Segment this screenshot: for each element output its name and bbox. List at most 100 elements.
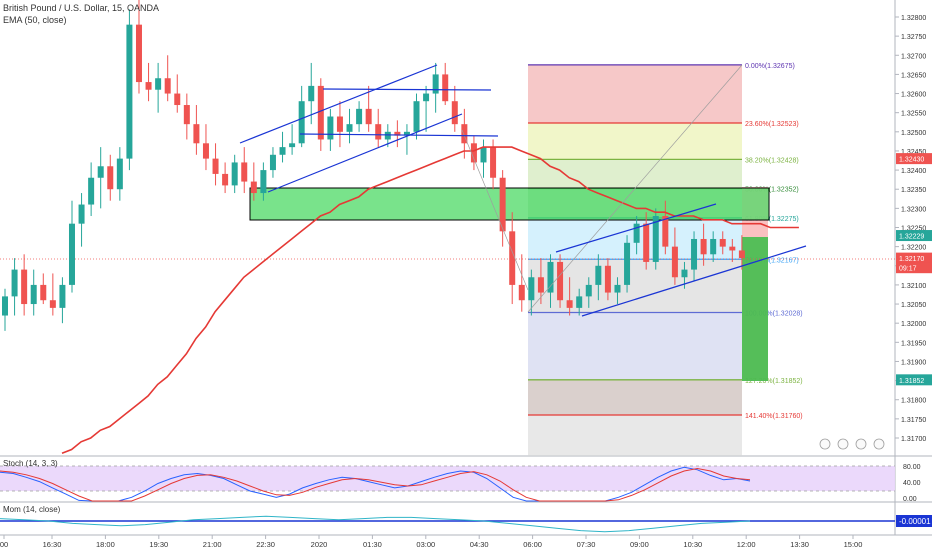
candle-body (336, 116, 343, 132)
price-badge-label: 1.32430 (899, 157, 924, 164)
trend-lines[interactable] (239, 64, 807, 317)
candle-body (116, 158, 123, 190)
candle-body (346, 124, 353, 132)
event-flags[interactable] (819, 438, 885, 450)
price-badge-label: 1.32170 (899, 256, 924, 263)
candle-body (738, 250, 745, 259)
candle-body (298, 101, 305, 144)
price-tick-label: 1.32050 (901, 302, 926, 309)
candle-body (88, 177, 95, 205)
price-tick-label: 1.32400 (901, 168, 926, 175)
momentum-line[interactable] (0, 515, 751, 533)
fib-level-label: 100.00%(1.32028) (745, 310, 803, 317)
candle-body (375, 124, 382, 140)
candlestick-series (2, 0, 745, 331)
candle-body (547, 261, 554, 293)
price-tick-label: 1.32500 (901, 130, 926, 137)
price-badge (896, 230, 932, 242)
stoch-legend[interactable]: Stoch (14, 3, 3) (3, 459, 58, 468)
candle-body (183, 105, 190, 125)
candle-body (107, 166, 114, 190)
fib-level-label: 38.20%(1.32428) (745, 157, 799, 164)
fib-level-label: 23.60%(1.32523) (745, 121, 799, 128)
fib-level-label: 78.60%(1.32167) (745, 257, 799, 264)
candle-body (78, 204, 85, 224)
ema-legend[interactable]: EMA (50, close) (3, 15, 67, 25)
price-badge (896, 252, 932, 264)
price-tick-label: 1.32600 (901, 92, 926, 99)
price-badge-label: 1.31852 (899, 378, 924, 385)
candle-body (518, 284, 525, 301)
time-tick-label: 06:00 (523, 540, 542, 549)
candle-body (164, 78, 171, 94)
trend-line-5[interactable] (555, 203, 717, 253)
price-tick-label: 1.32450 (901, 149, 926, 156)
candle-body (365, 108, 372, 125)
chart-title[interactable]: British Pound / U.S. Dollar, 15, OANDA (3, 3, 160, 13)
time-tick-label: 2020 (311, 540, 328, 549)
candle-body (729, 246, 736, 251)
event-flag-icon[interactable] (837, 438, 849, 450)
mom-value-label: -0.00001 (899, 517, 931, 526)
time-tick-label: 12:00 (737, 540, 756, 549)
event-flag-icon[interactable] (873, 438, 885, 450)
candle-body (126, 24, 133, 159)
fib-level-label: 61.80%(1.32275) (745, 216, 799, 223)
stoch-tick-label: 0.00 (903, 496, 917, 503)
price-badge (896, 262, 932, 274)
candle-body (30, 284, 37, 305)
candle-body (691, 238, 698, 270)
candle-body (576, 296, 583, 308)
time-tick-label: 09:00 (630, 540, 649, 549)
price-tick-label: 1.32350 (901, 187, 926, 194)
position-target-zone[interactable] (742, 237, 768, 381)
fib-diagonal-line[interactable] (527, 64, 743, 313)
price-axis[interactable]: 1.32800 1.32750 1.32700 1.32650 1.32600 1.325… (895, 15, 926, 443)
trend-line-2[interactable] (267, 113, 463, 193)
trend-line-3[interactable] (322, 88, 492, 91)
candle-body (222, 173, 229, 186)
price-tick-label: 1.32300 (901, 206, 926, 213)
time-axis[interactable]: 00 16:30 18:00 19:30 21:00 22:30 2020 01:30 03:0… (0, 535, 862, 549)
candle-body (384, 131, 391, 140)
candle-body (566, 300, 573, 308)
trend-line-1[interactable] (239, 64, 438, 144)
price-tick-label: 1.31900 (901, 359, 926, 366)
price-tick-label: 1.31700 (901, 436, 926, 443)
candle-body (480, 147, 487, 163)
trend-line-4[interactable] (299, 133, 499, 137)
price-tick-label: 1.31750 (901, 417, 926, 424)
time-tick-label: 01:30 (363, 540, 382, 549)
candle-body (595, 265, 602, 285)
fib-zone (528, 64, 742, 124)
candle-body (174, 93, 181, 106)
candle-body (260, 170, 267, 194)
price-tick-label: 1.32100 (901, 283, 926, 290)
stoch-d-line[interactable] (0, 467, 751, 502)
candle-body (490, 147, 497, 178)
stoch-k-line[interactable] (0, 466, 751, 502)
time-tick-label: 07:30 (577, 540, 596, 549)
candle-body (356, 108, 363, 125)
time-tick-label: 00 (0, 540, 8, 549)
mom-legend[interactable]: Mom (14, close) (3, 505, 61, 514)
candle-body (719, 238, 726, 247)
time-tick-label: 16:30 (43, 540, 62, 549)
event-flag-icon[interactable] (819, 438, 831, 450)
stoch-axis: 80.00 40.00 0.00 (903, 464, 921, 503)
price-badge-label: 1.32229 (899, 234, 924, 241)
price-tick-label: 1.31950 (901, 340, 926, 347)
candle-body (2, 296, 8, 316)
candle-body (624, 242, 631, 285)
trend-line-6[interactable] (581, 245, 807, 317)
candle-body (413, 101, 420, 132)
projection-line[interactable] (461, 129, 529, 291)
time-tick-label: 04:30 (470, 540, 489, 549)
time-tick-label: 18:00 (96, 540, 115, 549)
candle-body (585, 284, 592, 297)
event-flag-icon[interactable] (855, 438, 867, 450)
fib-retracement-fills (528, 64, 742, 456)
fib-zone (528, 123, 742, 160)
